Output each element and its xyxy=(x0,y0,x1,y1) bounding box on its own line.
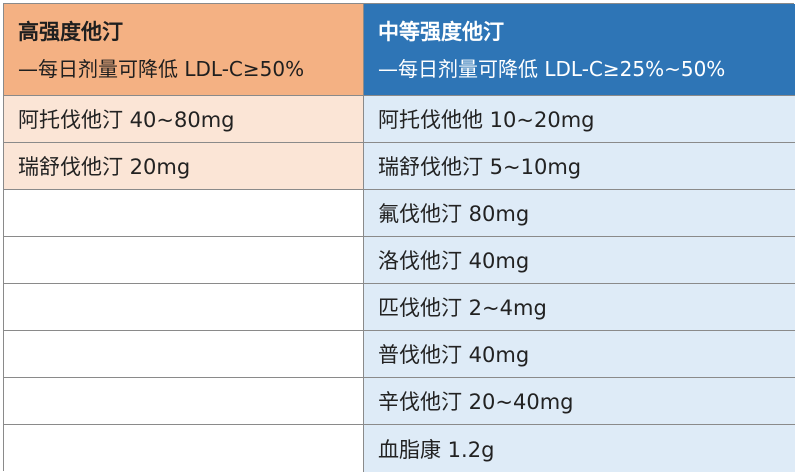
moderate-intensity-subtitle: —每日剂量可降低 LDL-C≥25%~50% xyxy=(378,56,726,81)
high-intensity-header: 高强度他汀 —每日剂量可降低 LDL-C≥50% xyxy=(4,4,364,96)
moderate-intensity-cell: 辛伐他汀 20~40mg xyxy=(364,378,795,425)
statin-intensity-table: 高强度他汀 —每日剂量可降低 LDL-C≥50% 中等强度他汀 —每日剂量可降低… xyxy=(3,3,795,472)
high-intensity-cell-empty xyxy=(4,237,364,284)
high-intensity-cell-empty xyxy=(4,284,364,331)
high-intensity-title: 高强度他汀 xyxy=(18,19,123,44)
moderate-intensity-cell: 匹伐他汀 2~4mg xyxy=(364,284,795,331)
high-intensity-cell-empty xyxy=(4,331,364,378)
high-intensity-cell-empty xyxy=(4,378,364,425)
moderate-intensity-cell: 阿托伐他他 10~20mg xyxy=(364,96,795,143)
moderate-intensity-cell: 血脂康 1.2g xyxy=(364,425,795,472)
moderate-intensity-cell: 洛伐他汀 40mg xyxy=(364,237,795,284)
moderate-intensity-cell: 氟伐他汀 80mg xyxy=(364,190,795,237)
high-intensity-subtitle: —每日剂量可降低 LDL-C≥50% xyxy=(18,56,305,81)
moderate-intensity-title: 中等强度他汀 xyxy=(378,19,504,44)
moderate-intensity-cell: 瑞舒伐他汀 5~10mg xyxy=(364,143,795,190)
high-intensity-cell: 瑞舒伐他汀 20mg xyxy=(4,143,364,190)
high-intensity-cell-empty xyxy=(4,190,364,237)
high-intensity-cell: 阿托伐他汀 40~80mg xyxy=(4,96,364,143)
moderate-intensity-header: 中等强度他汀 —每日剂量可降低 LDL-C≥25%~50% xyxy=(364,4,795,96)
moderate-intensity-cell: 普伐他汀 40mg xyxy=(364,331,795,378)
high-intensity-cell-empty xyxy=(4,425,364,472)
